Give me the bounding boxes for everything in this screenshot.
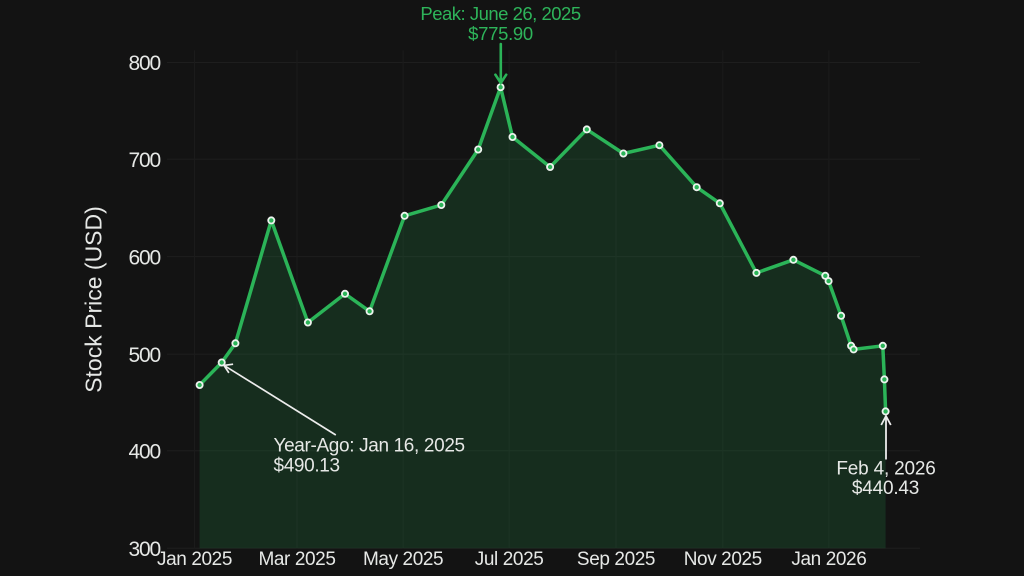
- svg-text:Nov 2025: Nov 2025: [684, 549, 762, 570]
- svg-text:Stock Price (USD): Stock Price (USD): [81, 206, 107, 393]
- svg-text:Jul 2025: Jul 2025: [475, 549, 544, 570]
- svg-text:Year-Ago: Jan 16, 2025: Year-Ago: Jan 16, 2025: [274, 436, 465, 457]
- svg-text:400: 400: [129, 441, 161, 464]
- svg-text:Feb 4, 2026: Feb 4, 2026: [836, 458, 935, 479]
- svg-text:300: 300: [129, 538, 161, 561]
- svg-text:Peak: June 26, 2025: Peak: June 26, 2025: [420, 3, 580, 24]
- svg-text:600: 600: [129, 246, 161, 269]
- svg-text:500: 500: [129, 344, 161, 367]
- svg-text:May 2025: May 2025: [363, 549, 443, 570]
- svg-text:$440.43: $440.43: [852, 478, 919, 499]
- svg-text:Sep 2025: Sep 2025: [577, 549, 655, 570]
- svg-text:Jan 2025: Jan 2025: [157, 549, 232, 570]
- svg-text:700: 700: [129, 149, 161, 172]
- svg-text:Mar 2025: Mar 2025: [258, 549, 335, 570]
- svg-text:800: 800: [129, 52, 161, 75]
- svg-text:Jan 2026: Jan 2026: [791, 549, 866, 570]
- svg-text:$490.13: $490.13: [274, 456, 340, 477]
- svg-text:$775.90: $775.90: [468, 23, 533, 44]
